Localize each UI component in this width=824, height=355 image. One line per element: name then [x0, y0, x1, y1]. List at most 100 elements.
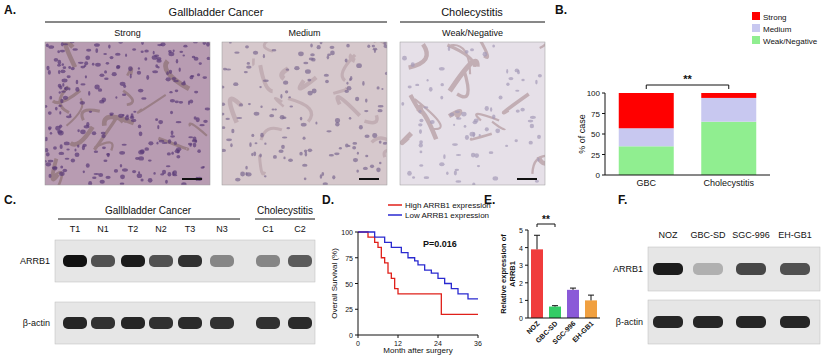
nucleus — [448, 46, 450, 51]
y-tick-label: 0 — [596, 171, 601, 180]
nucleus — [196, 117, 200, 122]
stroma — [477, 42, 488, 57]
nucleus — [453, 124, 455, 126]
image-bg — [400, 42, 545, 185]
nucleus — [310, 53, 315, 56]
bar-segment — [701, 98, 756, 122]
y-tick-label: 25 — [345, 306, 353, 313]
nucleus — [53, 166, 58, 170]
survival-curve — [358, 232, 478, 314]
nucleus — [263, 80, 269, 82]
nucleus — [506, 82, 509, 86]
nucleus — [260, 106, 262, 108]
nucleus — [59, 91, 61, 93]
nucleus — [167, 172, 171, 177]
nucleus — [246, 66, 251, 69]
blot-membrane — [55, 302, 315, 344]
nucleus — [290, 105, 294, 107]
stroma — [532, 156, 545, 174]
nucleus — [46, 152, 50, 156]
survival-curve — [358, 232, 478, 299]
nucleus — [166, 71, 169, 75]
nucleus — [281, 145, 285, 149]
x-tick — [398, 335, 399, 338]
stroma — [351, 55, 355, 61]
nucleus — [272, 49, 277, 52]
stroma — [230, 99, 241, 123]
blot-band — [63, 317, 87, 329]
nucleus — [177, 150, 180, 154]
nucleus — [283, 157, 285, 160]
nucleus — [85, 75, 87, 78]
nucleus — [92, 176, 96, 178]
nucleus — [45, 160, 47, 163]
nucleus — [282, 136, 287, 138]
nucleus — [48, 128, 51, 131]
nucleus — [120, 174, 125, 179]
nucleus — [194, 91, 198, 94]
nucleus — [63, 43, 68, 45]
nucleus — [222, 85, 225, 88]
image-label: Strong — [114, 28, 141, 38]
nucleus — [192, 139, 197, 142]
nucleus — [455, 111, 460, 114]
nucleus — [473, 120, 478, 124]
legend-swatch — [752, 12, 760, 20]
nucleus — [356, 63, 362, 68]
nucleus — [530, 116, 536, 119]
y-tick-label: 100 — [341, 229, 353, 236]
nucleus — [419, 164, 423, 167]
nucleus — [57, 130, 62, 134]
nucleus — [521, 79, 524, 81]
nucleus — [92, 131, 96, 135]
lane-label: SGC-996 — [732, 230, 770, 240]
x-tick — [438, 335, 439, 338]
blot-band — [288, 255, 312, 267]
group-header: Cholecystitis — [441, 6, 503, 18]
nucleus — [188, 136, 193, 138]
nucleus — [155, 118, 158, 121]
nucleus — [273, 155, 277, 159]
nucleus — [112, 72, 117, 76]
nucleus — [274, 108, 277, 110]
nucleus — [443, 154, 445, 159]
x-tick-label: 36 — [474, 340, 482, 347]
nucleus — [176, 121, 182, 123]
nucleus — [456, 117, 461, 120]
stroma — [70, 127, 92, 145]
nucleus — [45, 148, 48, 152]
blot-band — [256, 255, 280, 267]
nucleus — [222, 126, 225, 129]
nucleus — [301, 123, 307, 127]
nucleus — [120, 182, 125, 184]
nucleus — [48, 111, 52, 115]
nucleus — [470, 132, 476, 137]
nucleus — [272, 109, 275, 111]
nucleus — [288, 96, 291, 98]
nucleus — [412, 176, 415, 179]
nucleus — [94, 85, 99, 90]
y-tick — [525, 230, 528, 231]
nucleus — [509, 77, 514, 80]
legend-label: Strong — [763, 13, 787, 22]
nucleus — [157, 66, 159, 68]
nucleus — [94, 43, 100, 47]
y-tick-label: 50 — [345, 281, 353, 288]
stroma — [189, 124, 206, 136]
image-frame — [222, 42, 387, 185]
nucleus — [48, 45, 54, 49]
y-tick-label: 0 — [519, 315, 523, 322]
nucleus — [203, 120, 208, 123]
blot-band — [210, 317, 234, 329]
nucleus — [55, 126, 60, 131]
nucleus — [169, 91, 172, 93]
nucleus — [350, 76, 352, 80]
nucleus — [144, 57, 147, 60]
nucleus — [63, 66, 67, 69]
stroma — [123, 91, 133, 105]
nucleus — [122, 144, 127, 146]
blot-band — [149, 255, 173, 267]
nucleus — [300, 117, 302, 121]
nucleus — [137, 71, 141, 75]
stroma — [492, 122, 505, 130]
